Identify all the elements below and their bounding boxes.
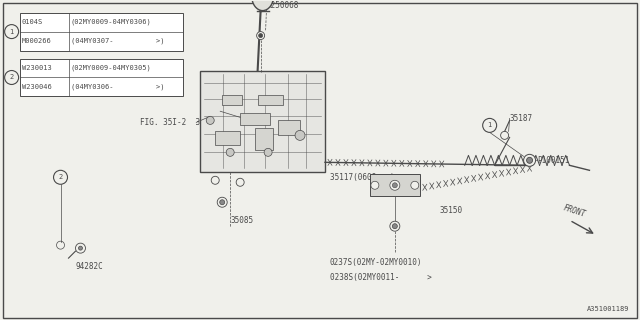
Text: (02MY0009-04MY0306): (02MY0009-04MY0306) bbox=[70, 19, 151, 25]
Text: A351001189: A351001189 bbox=[587, 306, 629, 312]
Circle shape bbox=[4, 25, 19, 39]
Circle shape bbox=[264, 148, 272, 156]
Circle shape bbox=[295, 130, 305, 140]
Text: 2: 2 bbox=[10, 75, 13, 81]
Text: 1: 1 bbox=[488, 122, 492, 128]
Bar bbox=[258, 95, 283, 105]
Circle shape bbox=[4, 70, 19, 84]
Circle shape bbox=[527, 157, 532, 163]
Bar bbox=[20, 12, 183, 51]
Circle shape bbox=[79, 246, 83, 250]
Circle shape bbox=[259, 34, 262, 37]
Circle shape bbox=[390, 180, 400, 190]
Text: 0238S(02MY0011-      >: 0238S(02MY0011- > bbox=[330, 273, 432, 282]
Text: 94282C: 94282C bbox=[76, 262, 103, 271]
Bar bbox=[278, 120, 300, 135]
Text: (04MY0306-          >): (04MY0306- >) bbox=[70, 84, 164, 90]
Text: 0237S(02MY-02MY0010): 0237S(02MY-02MY0010) bbox=[330, 258, 422, 267]
Text: 0104S: 0104S bbox=[22, 19, 43, 25]
Circle shape bbox=[220, 200, 225, 205]
Text: (02MY0009-04MY0305): (02MY0009-04MY0305) bbox=[70, 65, 151, 71]
Circle shape bbox=[206, 116, 214, 124]
Circle shape bbox=[392, 224, 397, 229]
Text: FIG. 35I-2  3: FIG. 35I-2 3 bbox=[140, 118, 200, 127]
Circle shape bbox=[217, 197, 227, 207]
Text: 35117(0608-  ): 35117(0608- ) bbox=[330, 173, 395, 182]
Circle shape bbox=[56, 241, 65, 249]
Circle shape bbox=[392, 183, 397, 188]
Circle shape bbox=[236, 178, 244, 186]
Ellipse shape bbox=[252, 0, 273, 11]
Bar bbox=[255, 128, 273, 150]
Text: M000266: M000266 bbox=[22, 38, 51, 44]
Bar bbox=[20, 59, 183, 96]
Circle shape bbox=[390, 221, 400, 231]
Circle shape bbox=[76, 243, 86, 253]
Bar bbox=[215, 132, 240, 145]
Bar bbox=[222, 95, 242, 105]
Text: 1: 1 bbox=[10, 28, 13, 35]
Bar bbox=[370, 174, 420, 196]
Circle shape bbox=[54, 170, 67, 184]
Text: FRONT: FRONT bbox=[562, 204, 587, 219]
Circle shape bbox=[500, 132, 509, 140]
Circle shape bbox=[371, 181, 379, 189]
Bar bbox=[200, 70, 325, 172]
Circle shape bbox=[211, 176, 220, 184]
Text: P100151: P100151 bbox=[538, 156, 570, 165]
Circle shape bbox=[483, 118, 497, 132]
Text: W230046: W230046 bbox=[22, 84, 51, 90]
Circle shape bbox=[257, 32, 264, 40]
Circle shape bbox=[226, 148, 234, 156]
Text: M250068: M250068 bbox=[267, 1, 299, 10]
Text: (04MY0307-          >): (04MY0307- >) bbox=[70, 38, 164, 44]
Text: 35150: 35150 bbox=[440, 206, 463, 215]
Text: 2: 2 bbox=[58, 174, 63, 180]
Text: W230013: W230013 bbox=[22, 65, 51, 71]
Circle shape bbox=[524, 154, 536, 166]
Text: 35085: 35085 bbox=[230, 216, 253, 225]
Circle shape bbox=[411, 181, 419, 189]
Text: 35187: 35187 bbox=[509, 114, 532, 123]
Bar bbox=[240, 113, 270, 125]
